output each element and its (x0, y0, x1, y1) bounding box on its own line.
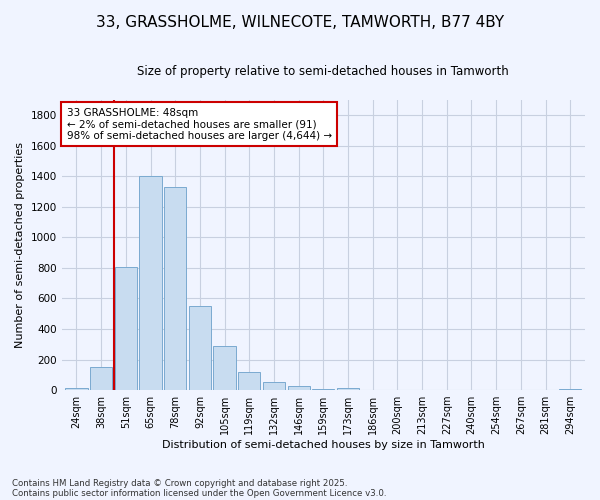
Bar (238, 372, 260, 390)
Bar (287, 386, 310, 390)
Text: 33, GRASSHOLME, WILNECOTE, TAMWORTH, B77 4BY: 33, GRASSHOLME, WILNECOTE, TAMWORTH, B77… (96, 15, 504, 30)
Bar (337, 388, 359, 390)
Bar (189, 306, 211, 390)
Bar (139, 176, 161, 390)
Bar (164, 187, 187, 390)
X-axis label: Distribution of semi-detached houses by size in Tamworth: Distribution of semi-detached houses by … (162, 440, 485, 450)
Title: Size of property relative to semi-detached houses in Tamworth: Size of property relative to semi-detach… (137, 65, 509, 78)
Text: 33 GRASSHOLME: 48sqm
← 2% of semi-detached houses are smaller (91)
98% of semi-d: 33 GRASSHOLME: 48sqm ← 2% of semi-detach… (67, 108, 332, 141)
Bar (115, 267, 137, 390)
Bar (263, 382, 285, 390)
Text: Contains HM Land Registry data © Crown copyright and database right 2025.: Contains HM Land Registry data © Crown c… (12, 478, 347, 488)
Y-axis label: Number of semi-detached properties: Number of semi-detached properties (15, 142, 25, 348)
Text: Contains public sector information licensed under the Open Government Licence v3: Contains public sector information licen… (12, 488, 386, 498)
Bar (90, 368, 112, 390)
Bar (214, 346, 236, 390)
Bar (65, 388, 88, 390)
